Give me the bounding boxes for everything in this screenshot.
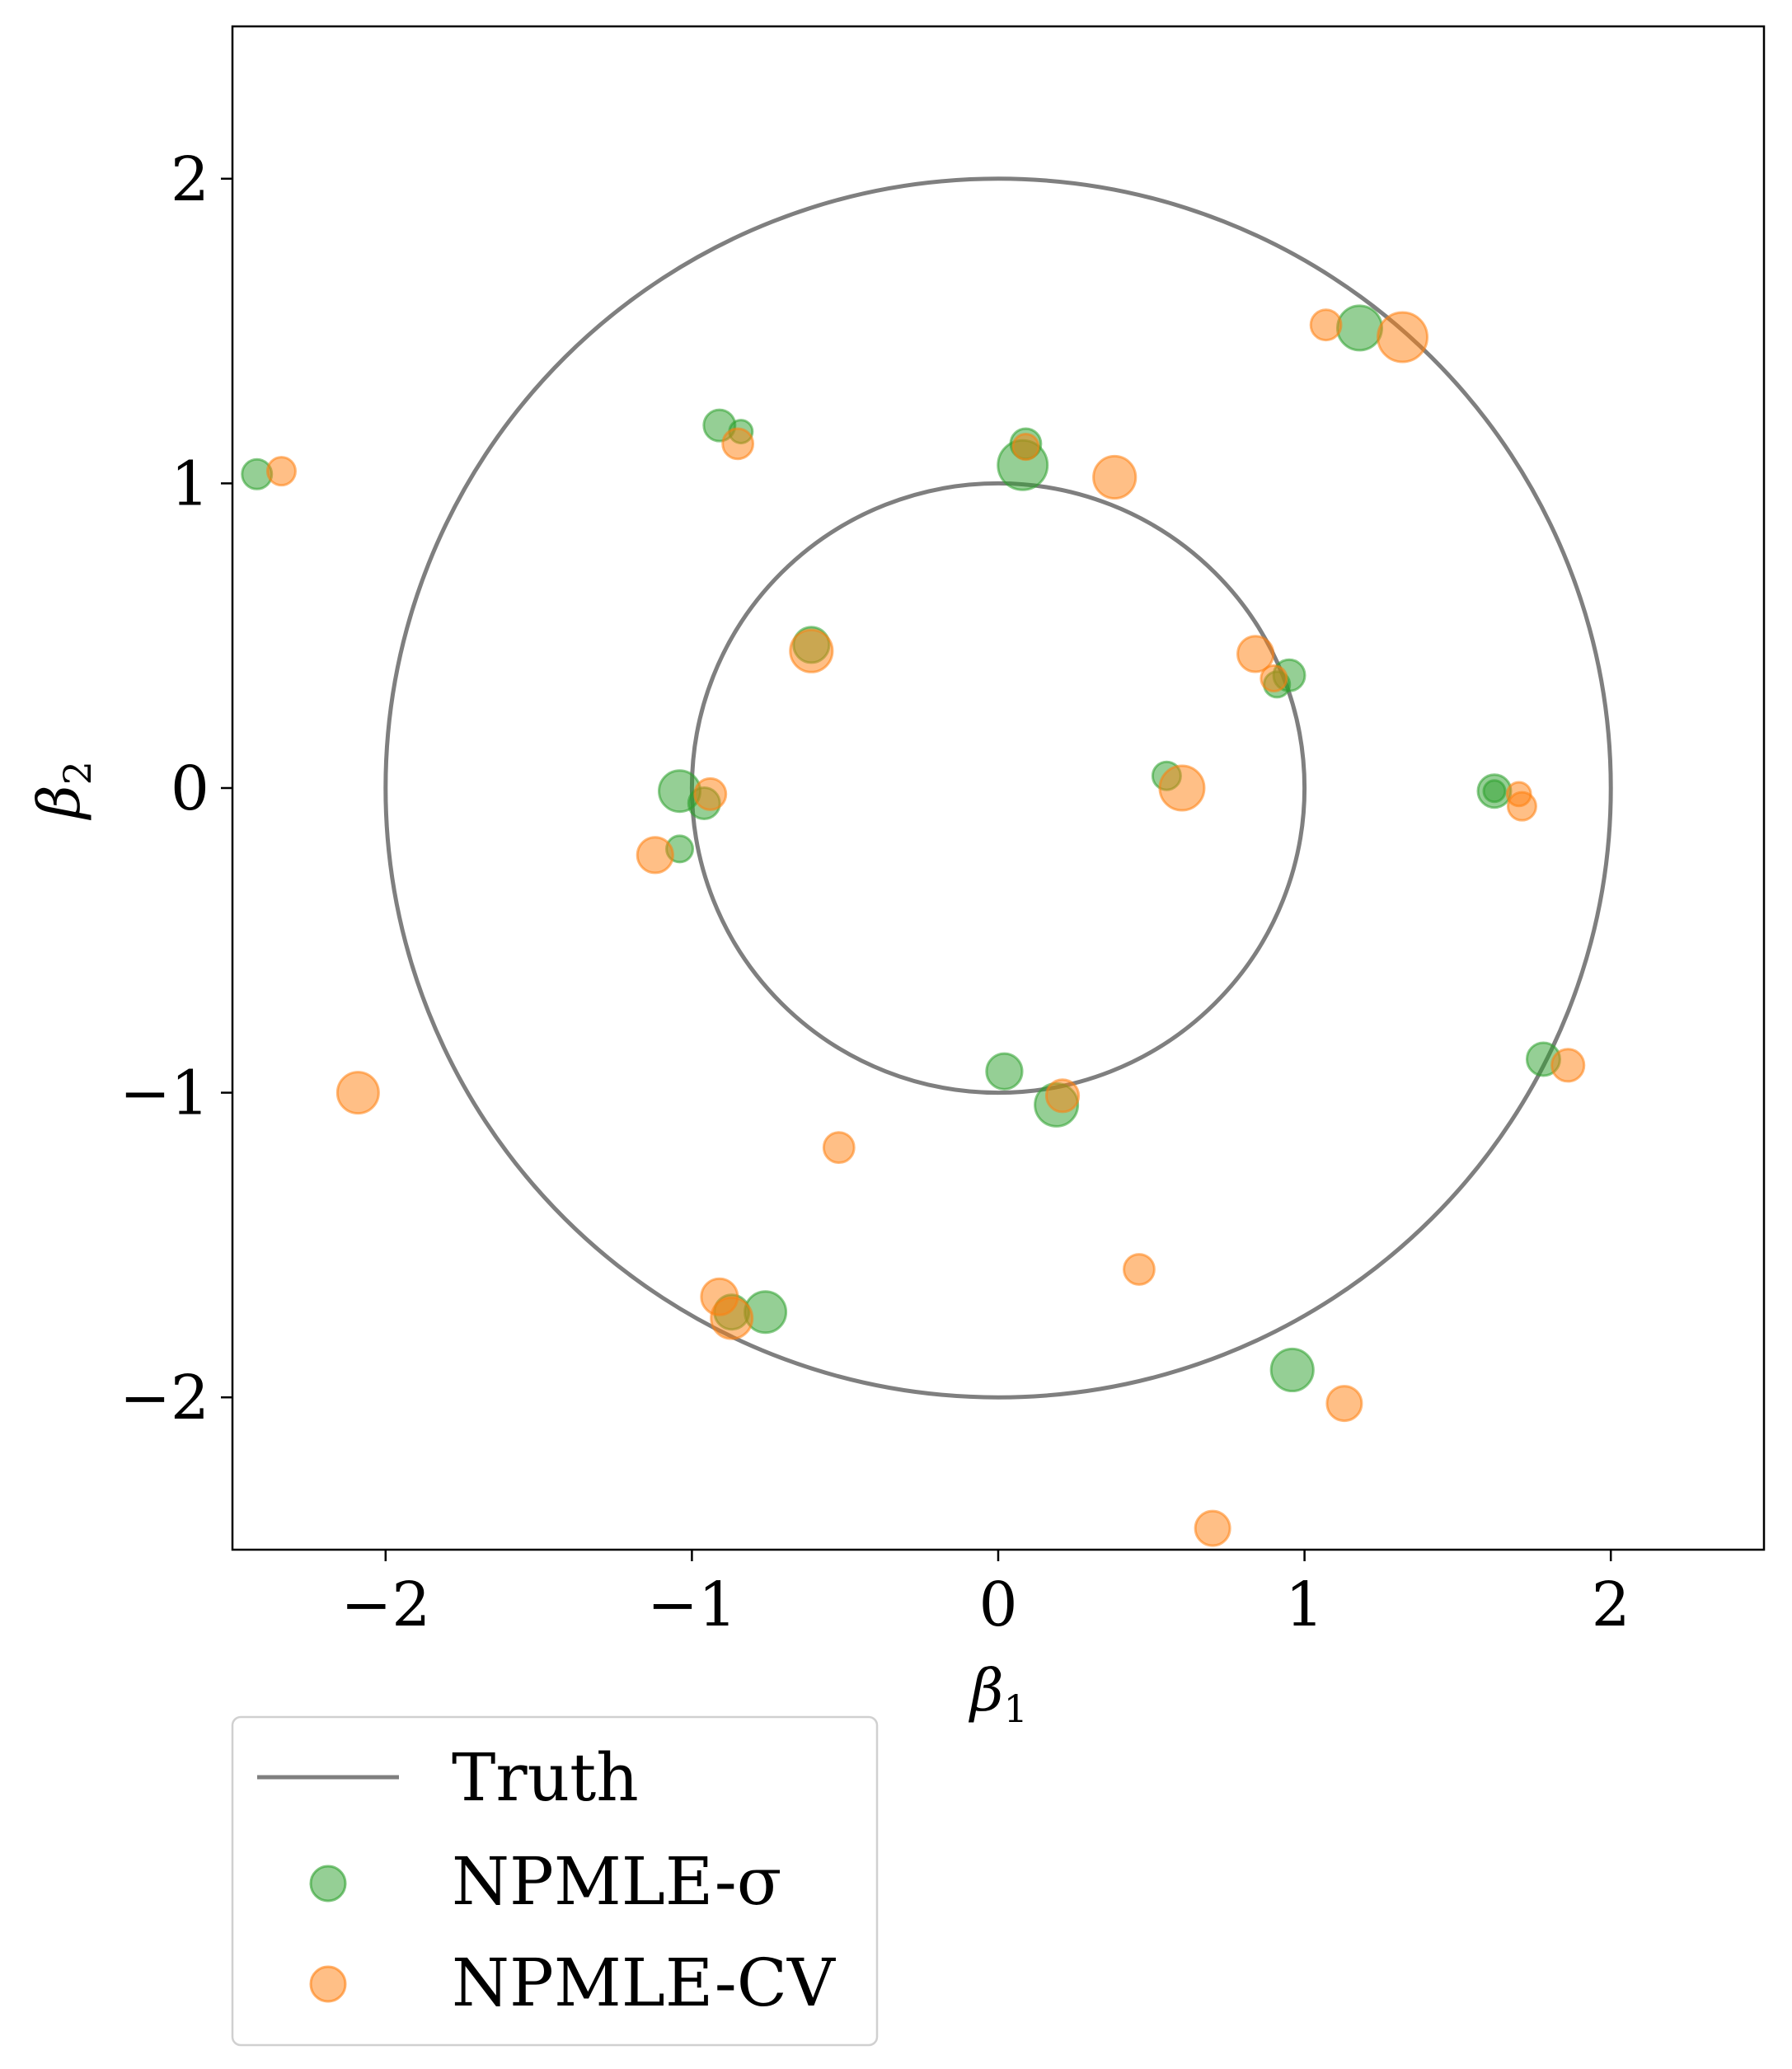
legend-npmle-sigma-marker	[309, 1865, 347, 1902]
data-point	[789, 628, 834, 673]
data-point	[1044, 1078, 1081, 1114]
truth-circle-1	[689, 481, 1307, 1095]
y-axis-label-main: β	[26, 785, 93, 820]
data-point	[636, 836, 674, 875]
legend-npmle-cv-label: NPMLE-CV	[452, 1945, 836, 2021]
data-point	[1377, 311, 1429, 364]
data-point	[1236, 635, 1275, 673]
data-point	[1269, 1347, 1315, 1393]
series-npmle-sigma	[241, 304, 1561, 1393]
data-point	[1335, 304, 1383, 352]
data-point	[1158, 764, 1206, 812]
x-axis-label-sub: 1	[1004, 1687, 1028, 1731]
data-point	[1092, 454, 1138, 500]
data-point	[1482, 779, 1507, 804]
y-axis-label-sub: 2	[55, 761, 100, 785]
data-point	[1194, 1509, 1231, 1547]
x-tick-label: 0	[978, 1569, 1017, 1640]
x-tick-label: 2	[1592, 1569, 1630, 1640]
data-point	[822, 1131, 856, 1165]
data-point	[1506, 791, 1537, 822]
series-npmle-cv	[265, 308, 1586, 1547]
data-point	[710, 1296, 754, 1340]
x-axis-label-main: β	[968, 1657, 1003, 1724]
data-point	[1325, 1385, 1363, 1423]
y-tick-label: 1	[171, 448, 209, 519]
x-tick-label: −2	[340, 1569, 430, 1640]
data-point	[1260, 664, 1288, 693]
y-tick-label: −1	[120, 1058, 209, 1129]
y-tick-label: −2	[120, 1363, 209, 1433]
plot-area	[241, 176, 1613, 1547]
data-point	[693, 776, 728, 811]
data-point	[985, 1052, 1024, 1091]
y-tick-label: 0	[171, 753, 209, 824]
legend-npmle-sigma-label: NPMLE-σ	[452, 1843, 781, 1920]
legend-truth-label: Truth	[452, 1739, 639, 1816]
y-tick-label: 2	[171, 144, 209, 215]
data-point	[1011, 432, 1040, 462]
data-point	[721, 427, 755, 461]
legend-npmle-cv-marker	[309, 1965, 347, 2003]
data-point	[1309, 308, 1343, 342]
y-axis-label: β2	[26, 761, 100, 821]
x-axis-label: β1	[968, 1657, 1028, 1731]
data-point	[265, 456, 297, 487]
data-point	[335, 1071, 380, 1115]
truth-circle-2	[383, 176, 1613, 1400]
data-point	[1550, 1048, 1586, 1083]
data-point	[1123, 1253, 1156, 1286]
axis-ticks: −2 −1 0 1 2 −2 −1 0 1 2	[120, 144, 1630, 1640]
legend-box	[231, 1715, 879, 2047]
x-tick-label: 1	[1285, 1569, 1324, 1640]
legend: Truth NPMLE-σ NPMLE-CV	[231, 1715, 879, 2047]
x-tick-label: −1	[647, 1569, 737, 1640]
plot-frame	[231, 25, 1766, 1551]
